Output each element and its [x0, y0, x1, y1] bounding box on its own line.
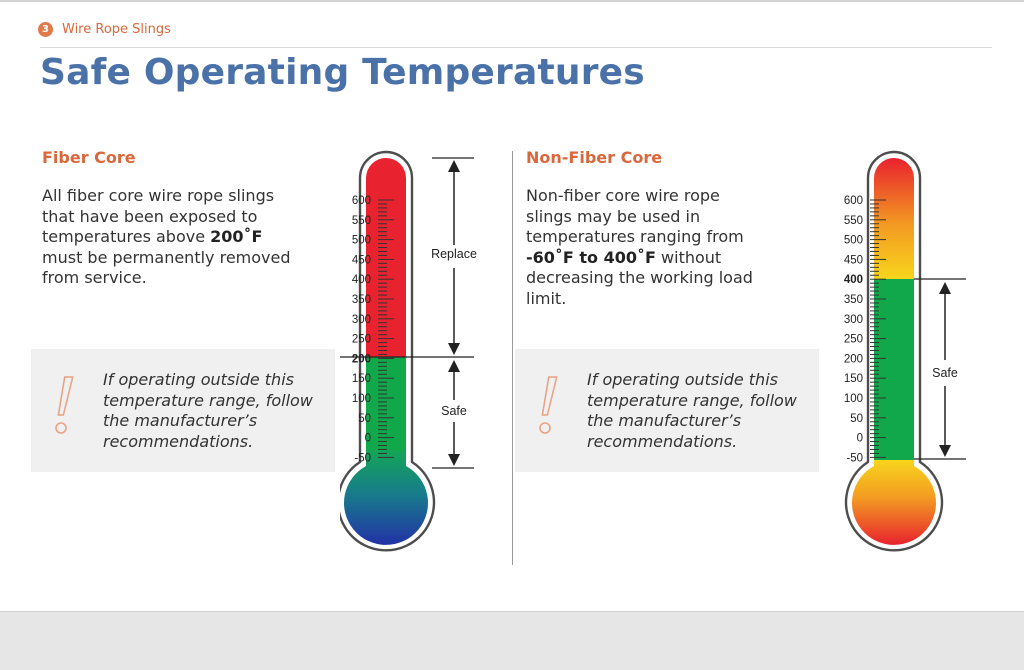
- breadcrumb-label[interactable]: Wire Rope Slings: [62, 22, 171, 37]
- upper-limit-zone: [874, 158, 914, 279]
- safe-zone: [874, 279, 914, 461]
- scale-label: 300: [844, 314, 863, 326]
- non-fiber-thermometer: 600550500450400350300250200150100500-50 …: [844, 150, 966, 552]
- scale-label: 150: [352, 373, 371, 385]
- replace-label: Replace: [431, 247, 477, 261]
- nonfiber-text-part-2: without decreasing the working load limi…: [526, 247, 753, 308]
- scale-label: 500: [352, 235, 371, 247]
- thermometer-bulb: [852, 460, 936, 545]
- non-fiber-core-heading: Non-Fiber Core: [526, 148, 663, 167]
- scale-label: 600: [844, 195, 863, 207]
- scale-label: 0: [365, 433, 371, 445]
- footer-bar: [0, 611, 1024, 670]
- exclamation-icon: [539, 376, 558, 434]
- scale-label: 550: [352, 215, 371, 227]
- fiber-core-heading: Fiber Core: [42, 148, 136, 167]
- scale-label: 600: [352, 195, 371, 207]
- scale-label: 200: [352, 353, 371, 365]
- scale-label: 350: [844, 294, 863, 306]
- fiber-text-part-1: All fiber core wire rope slings that hav…: [42, 186, 275, 246]
- scale-label: 50: [850, 413, 863, 425]
- scale-label: 0: [857, 433, 863, 445]
- scale-label: 200: [844, 353, 863, 365]
- exclamation-icon: [55, 376, 74, 434]
- fiber-thermometer: 600550500450400350300250200150100500-50 …: [340, 150, 477, 552]
- fiber-safe-label: Safe: [441, 404, 467, 418]
- page-title: Safe Operating Temperatures: [40, 52, 645, 93]
- fiber-text-part-2: must be permanently removed from service…: [42, 247, 291, 288]
- scale-label: -50: [354, 452, 371, 464]
- scale-label: 500: [844, 235, 863, 247]
- scale-label: 100: [844, 393, 863, 405]
- scale-label: 550: [844, 215, 863, 227]
- fiber-text-bold: 200˚F: [210, 227, 263, 246]
- fiber-note-box: If operating outside this temperature ra…: [31, 349, 335, 472]
- scale-label: 300: [352, 314, 371, 326]
- nonfiber-safe-label: Safe: [932, 366, 958, 380]
- fiber-note-text: If operating outside this temperature ra…: [103, 370, 313, 451]
- nonfiber-text-bold: -60˚F to 400˚F: [526, 247, 656, 267]
- breadcrumb: 3 Wire Rope Slings: [38, 22, 171, 37]
- fiber-core-text: All fiber core wire rope slings that hav…: [42, 186, 292, 289]
- replace-zone: [366, 158, 406, 357]
- scale-label: 50: [358, 413, 371, 425]
- safe-zone: [366, 357, 406, 467]
- step-number-badge: 3: [38, 22, 53, 37]
- header-divider: [40, 47, 992, 48]
- thermometer-bulb: [344, 450, 428, 545]
- nonfiber-text-part-1: Non-fiber core wire rope slings may be u…: [526, 186, 744, 246]
- non-fiber-core-text: Non-fiber core wire rope slings may be u…: [526, 186, 766, 309]
- nonfiber-note-text: If operating outside this temperature ra…: [587, 370, 797, 451]
- scale-label: 450: [352, 254, 371, 266]
- nonfiber-note-box: If operating outside this temperature ra…: [515, 349, 819, 472]
- top-rule: [0, 0, 1024, 2]
- scale-label: 400: [844, 274, 863, 286]
- column-divider: [512, 151, 513, 565]
- scale-label: 250: [844, 334, 863, 346]
- scale-label: 150: [844, 373, 863, 385]
- scale-label: 400: [352, 274, 371, 286]
- scale-label: 250: [352, 334, 371, 346]
- scale-label: -50: [846, 452, 863, 464]
- scale-label: 350: [352, 294, 371, 306]
- scale-label: 450: [844, 254, 863, 266]
- scale-label: 100: [352, 393, 371, 405]
